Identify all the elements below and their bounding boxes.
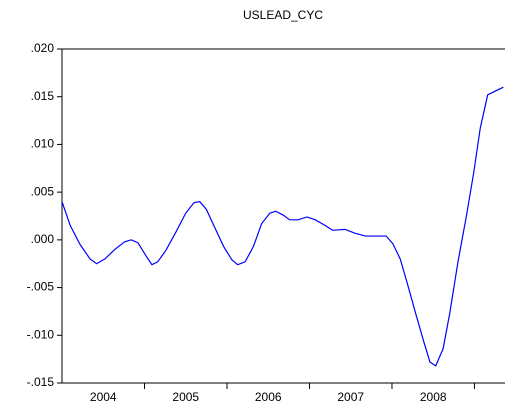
y-tick-label: .000 (31, 232, 55, 246)
x-tick-label: 2005 (172, 390, 199, 404)
y-tick-label: .005 (31, 184, 55, 198)
data-line (61, 86, 504, 367)
x-tick-label: 2004 (90, 390, 117, 404)
y-tick-label: .010 (31, 137, 55, 151)
y-tick-label: .020 (31, 41, 55, 55)
x-tick-label: 2006 (255, 390, 282, 404)
y-tick-label: -.015 (27, 375, 55, 389)
y-tick-label: -.005 (27, 280, 55, 294)
y-tick-label: .015 (31, 89, 55, 103)
x-tick-label: 2008 (420, 390, 447, 404)
chart-title: USLEAD_CYC (243, 8, 323, 22)
y-tick-label: -.010 (27, 327, 55, 341)
x-tick-label: 2007 (337, 390, 364, 404)
